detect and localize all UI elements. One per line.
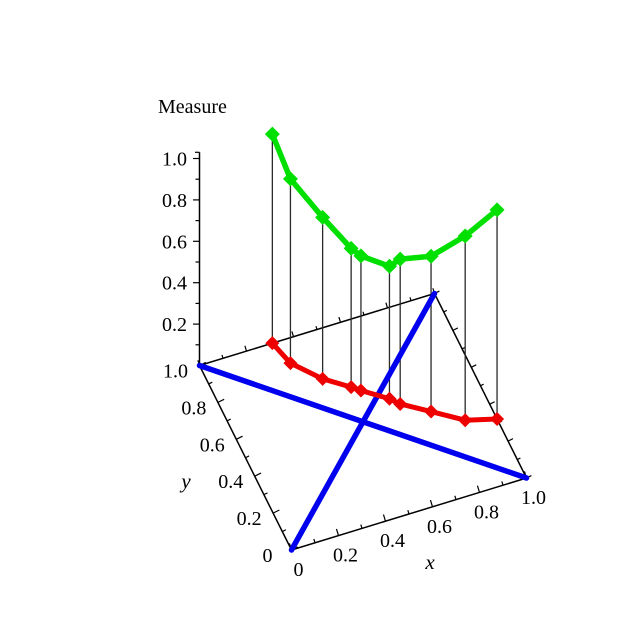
back-right-edge-major-tick [489, 401, 495, 405]
back-left-edge-minor-tick [362, 311, 365, 316]
projection-point-marker [424, 404, 439, 419]
measure-point-marker [489, 202, 505, 218]
back-left-edge-minor-tick [409, 297, 412, 301]
x-axis-major-tick [335, 528, 340, 536]
projection-point-marker [353, 383, 368, 398]
back-right-edge-minor-tick [517, 457, 521, 461]
back-right-edge-major-tick [452, 327, 459, 331]
tick-label: 0.6 [427, 516, 452, 538]
projection-point-marker [315, 371, 330, 386]
x-axis-label: x [424, 550, 435, 574]
back-right-edge-major-tick [471, 364, 477, 368]
tick-label: 0 [263, 545, 273, 567]
y-axis-major-tick [217, 398, 225, 403]
x-axis-major-tick [476, 485, 481, 493]
projection-point-marker [490, 411, 505, 426]
tick-label: 0.2 [162, 314, 187, 336]
back-left-edge-major-tick [338, 316, 342, 323]
back-right-edge-minor-tick [443, 309, 448, 313]
x-axis-minor-tick [313, 538, 316, 543]
tick-label: 0.4 [380, 530, 405, 552]
projection-point-marker [458, 413, 473, 428]
projection-point-marker [393, 396, 408, 411]
y-axis-label: y [179, 469, 191, 493]
back-left-edge-major-tick [291, 331, 295, 337]
projection-point-marker [283, 356, 298, 371]
measure-point-marker [353, 248, 369, 264]
x-axis-major-tick [382, 514, 387, 522]
base-diagonal-lines [196, 290, 530, 553]
x-axis-minor-tick [454, 495, 457, 500]
tick-label: 0.6 [200, 434, 225, 456]
x-axis-minor-tick [407, 510, 410, 515]
y-axis-major-tick [236, 435, 243, 440]
back-left-edge-major-tick [244, 345, 248, 352]
x-axis-minor-tick [360, 524, 363, 529]
projection-point-marker [265, 336, 280, 351]
x-axis-minor-tick [501, 481, 504, 486]
tick-label: 0.8 [474, 501, 499, 523]
y-axis-minor-tick [245, 455, 250, 459]
y-axis-minor-tick [226, 418, 231, 422]
back-right-edge-major-tick [507, 438, 514, 442]
tick-label: 0.8 [162, 190, 187, 212]
measure-series [264, 126, 505, 274]
measure-point-marker [282, 171, 298, 187]
tick-label: 0.2 [333, 545, 358, 567]
projection-point-marker [382, 391, 397, 406]
axis-labels: Measure x y [158, 96, 435, 574]
back-left-edge-minor-tick [221, 354, 224, 359]
measure-point-marker [392, 251, 408, 267]
back-left-edge-minor-tick [315, 325, 318, 330]
measure-series-line [269, 131, 500, 270]
tick-label: 1.0 [163, 361, 188, 383]
measure-point-marker [381, 258, 397, 274]
tick-label: 0.4 [162, 273, 187, 295]
y-axis-minor-tick [282, 529, 287, 533]
y-axis-minor-tick [208, 381, 213, 385]
measure-point-marker [457, 228, 473, 244]
measure-point-marker [315, 209, 331, 225]
x-axis-major-tick [429, 499, 434, 507]
diagonal-line [196, 362, 530, 481]
back-left-edge-major-tick [385, 302, 389, 309]
tick-label: 0.8 [181, 397, 206, 419]
projection-series [265, 336, 505, 428]
y-axis-minor-tick [263, 492, 268, 496]
tick-label: 1.0 [162, 149, 187, 171]
tick-label: 0.4 [218, 471, 243, 493]
y-axis-major-tick [254, 472, 262, 477]
measure-point-marker [423, 248, 439, 264]
drop-lines [271, 134, 498, 421]
tick-label: 1.0 [521, 487, 546, 509]
z-axis: 0.2 0.4 0.6 0.8 1.0 [162, 149, 201, 366]
back-right-edge-minor-tick [480, 383, 484, 387]
tick-label: 0.6 [162, 231, 187, 253]
y-axis-major-tick [272, 509, 280, 514]
measure-point-marker [264, 126, 280, 142]
axis-ticks: 00.20.40.60.81.000.20.40.60.81.0 [163, 288, 546, 581]
z-axis-title: Measure [158, 96, 227, 118]
measure-point-marker [343, 240, 359, 256]
projection-series-line [269, 340, 500, 423]
tick-label: 0 [294, 559, 304, 581]
tick-label: 0.2 [237, 508, 262, 530]
